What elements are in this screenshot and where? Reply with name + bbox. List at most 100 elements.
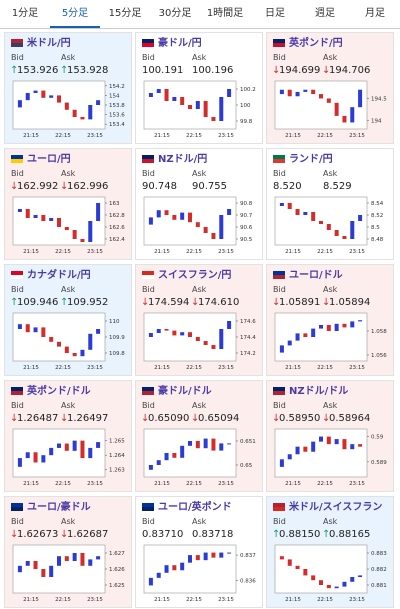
bid-value: 1.62673 xyxy=(17,529,58,540)
ask-label: Ask xyxy=(192,517,207,526)
candle xyxy=(80,349,85,357)
ask-label: Ask xyxy=(61,401,76,410)
candle xyxy=(358,575,363,577)
currency-tile[interactable]: カナダドル/円 Bid Ask ↑ ↑ 109.946 109.952 110 109.9 109… xyxy=(4,264,132,376)
currency-tile[interactable]: 豪ドル/ドル Bid Ask ↓ ↓ 0.65090 0.65094 0.651 0.65 21:… xyxy=(135,380,263,492)
currency-tile[interactable]: 豪ドル/円 Bid Ask 100.191 100.196 100.2 100 99.8 21:… xyxy=(135,32,263,144)
candle xyxy=(211,233,216,239)
tab[interactable]: 15分足 xyxy=(108,8,142,19)
ask-arrow: ↑ xyxy=(60,297,68,308)
currency-tile[interactable]: NZドル/円 Bid Ask 90.748 90.755 90.8 90.7 90.6 90.5… xyxy=(135,148,263,260)
candle xyxy=(188,105,192,109)
y-tick-label: 154 xyxy=(109,93,120,99)
currency-tile[interactable]: ユーロ/豪ドル Bid Ask ↓ ↓ 1.62673 1.62687 1.627 1.626 1… xyxy=(4,496,132,608)
candle xyxy=(227,321,232,329)
candle xyxy=(311,328,316,337)
y-tick-label: 109.8 xyxy=(109,351,125,357)
candle xyxy=(195,555,200,561)
candle xyxy=(295,446,300,455)
candle xyxy=(172,565,177,571)
candle xyxy=(156,89,161,93)
pair-name: ランド/円 xyxy=(289,153,333,165)
candle xyxy=(203,438,208,449)
tab[interactable]: 1分足 xyxy=(11,8,39,19)
tab[interactable]: 5分足 xyxy=(50,0,100,28)
tab[interactable]: 週足 xyxy=(315,8,335,19)
x-tick-label: 21:15 xyxy=(285,481,301,487)
tab[interactable]: 日足 xyxy=(265,8,285,19)
candle xyxy=(25,209,30,218)
candle xyxy=(227,443,232,445)
candle xyxy=(80,117,85,120)
candle xyxy=(49,337,54,342)
x-tick-label: 21:15 xyxy=(23,365,39,371)
bid-value: 0.58950 xyxy=(279,413,320,424)
candle xyxy=(195,337,200,341)
currency-tile[interactable]: 英ポンド/ドル Bid Ask ↓ ↓ 1.26487 1.26497 1.265 1.264 1… xyxy=(4,380,132,492)
tab[interactable]: 30分足 xyxy=(158,8,192,19)
y-tick-label: 162.8 xyxy=(109,213,125,219)
candle xyxy=(64,102,69,110)
ask-label: Ask xyxy=(323,169,338,178)
x-tick-label: 22:15 xyxy=(55,249,71,255)
currency-tile[interactable]: ユーロ/英ポンド Bid Ask 0.83710 0.83718 0.837 0.836 21… xyxy=(135,496,263,608)
candle xyxy=(49,447,54,456)
candle xyxy=(287,89,292,97)
bid-arrow: ↑ xyxy=(272,529,280,540)
candle xyxy=(350,321,355,328)
candle xyxy=(188,332,192,337)
candle xyxy=(148,217,153,225)
candle xyxy=(33,90,38,93)
pair-name: 米ドル/円 xyxy=(27,36,71,49)
x-tick-label: 22:15 xyxy=(186,481,202,487)
currency-tile[interactable]: 米ドル/円 Bid Ask ↑ ↑ 153.926 153.928 154.2 154 153.8… xyxy=(4,32,132,144)
candle xyxy=(88,447,93,459)
candle xyxy=(80,440,85,459)
candle xyxy=(211,438,216,451)
y-tick-label: 1.265 xyxy=(109,439,125,445)
candle xyxy=(33,215,38,218)
currency-tile[interactable]: スイスフラン/円 Bid Ask ↓ ↓ 174.594 174.610 174.6 174.4… xyxy=(135,264,263,376)
candle xyxy=(227,552,232,554)
candle xyxy=(57,556,61,566)
candle xyxy=(295,91,300,97)
currency-tile[interactable]: ユーロ/円 Bid Ask ↓ ↓ 162.992 162.996 163 162.8 162.6… xyxy=(4,148,132,260)
candle xyxy=(326,436,331,445)
y-tick-label: 194.5 xyxy=(371,96,387,102)
ask-arrow: ↓ xyxy=(60,413,68,424)
x-tick-label: 23:15 xyxy=(218,249,234,255)
y-tick-label: 0.837 xyxy=(240,553,256,559)
candle xyxy=(156,572,161,578)
candle xyxy=(219,329,224,349)
y-tick-label: 100.2 xyxy=(240,87,256,93)
candle xyxy=(25,93,30,101)
pair-name: NZドル/円 xyxy=(158,153,207,165)
y-tick-label: 162.4 xyxy=(109,237,125,243)
candle xyxy=(203,341,208,345)
y-tick-label: 0.59 xyxy=(371,435,384,441)
tab[interactable]: 月足 xyxy=(365,8,385,19)
tab[interactable]: 1時間足 xyxy=(206,8,244,19)
currency-tile[interactable]: ランド/円 Bid Ask 8.520 8.529 8.54 8.52 8.5 8.48 21:1… xyxy=(266,148,394,260)
candle xyxy=(41,90,46,98)
x-tick-label: 21:15 xyxy=(154,365,170,371)
y-tick-label: 153.4 xyxy=(109,122,125,128)
candle xyxy=(350,577,355,582)
currency-tile[interactable]: NZドル/ドル Bid Ask ↓ ↓ 0.58950 0.58964 0.59 0.589 21… xyxy=(266,380,394,492)
candle xyxy=(326,325,331,331)
bid-label: Bid xyxy=(142,169,155,178)
x-tick-label: 23:15 xyxy=(87,597,103,603)
candle xyxy=(334,102,339,116)
currency-tile[interactable]: 米ドル/スイスフラン Bid Ask ↑ ↑ 0.88150 0.88165 0.883 0.8… xyxy=(266,496,394,608)
candle xyxy=(41,455,46,463)
candle xyxy=(172,330,177,336)
candle xyxy=(148,465,153,470)
currency-tile[interactable]: ユーロ/ドル Bid Ask ↓ ↓ 1.05891 1.05894 1.058 1.056 21… xyxy=(266,264,394,376)
currency-tile[interactable]: 英ポンド/円 Bid Ask ↓ ↓ 194.699 194.706 194.5 194 21:1… xyxy=(266,32,394,144)
pair-name: カナダドル/円 xyxy=(27,268,91,281)
